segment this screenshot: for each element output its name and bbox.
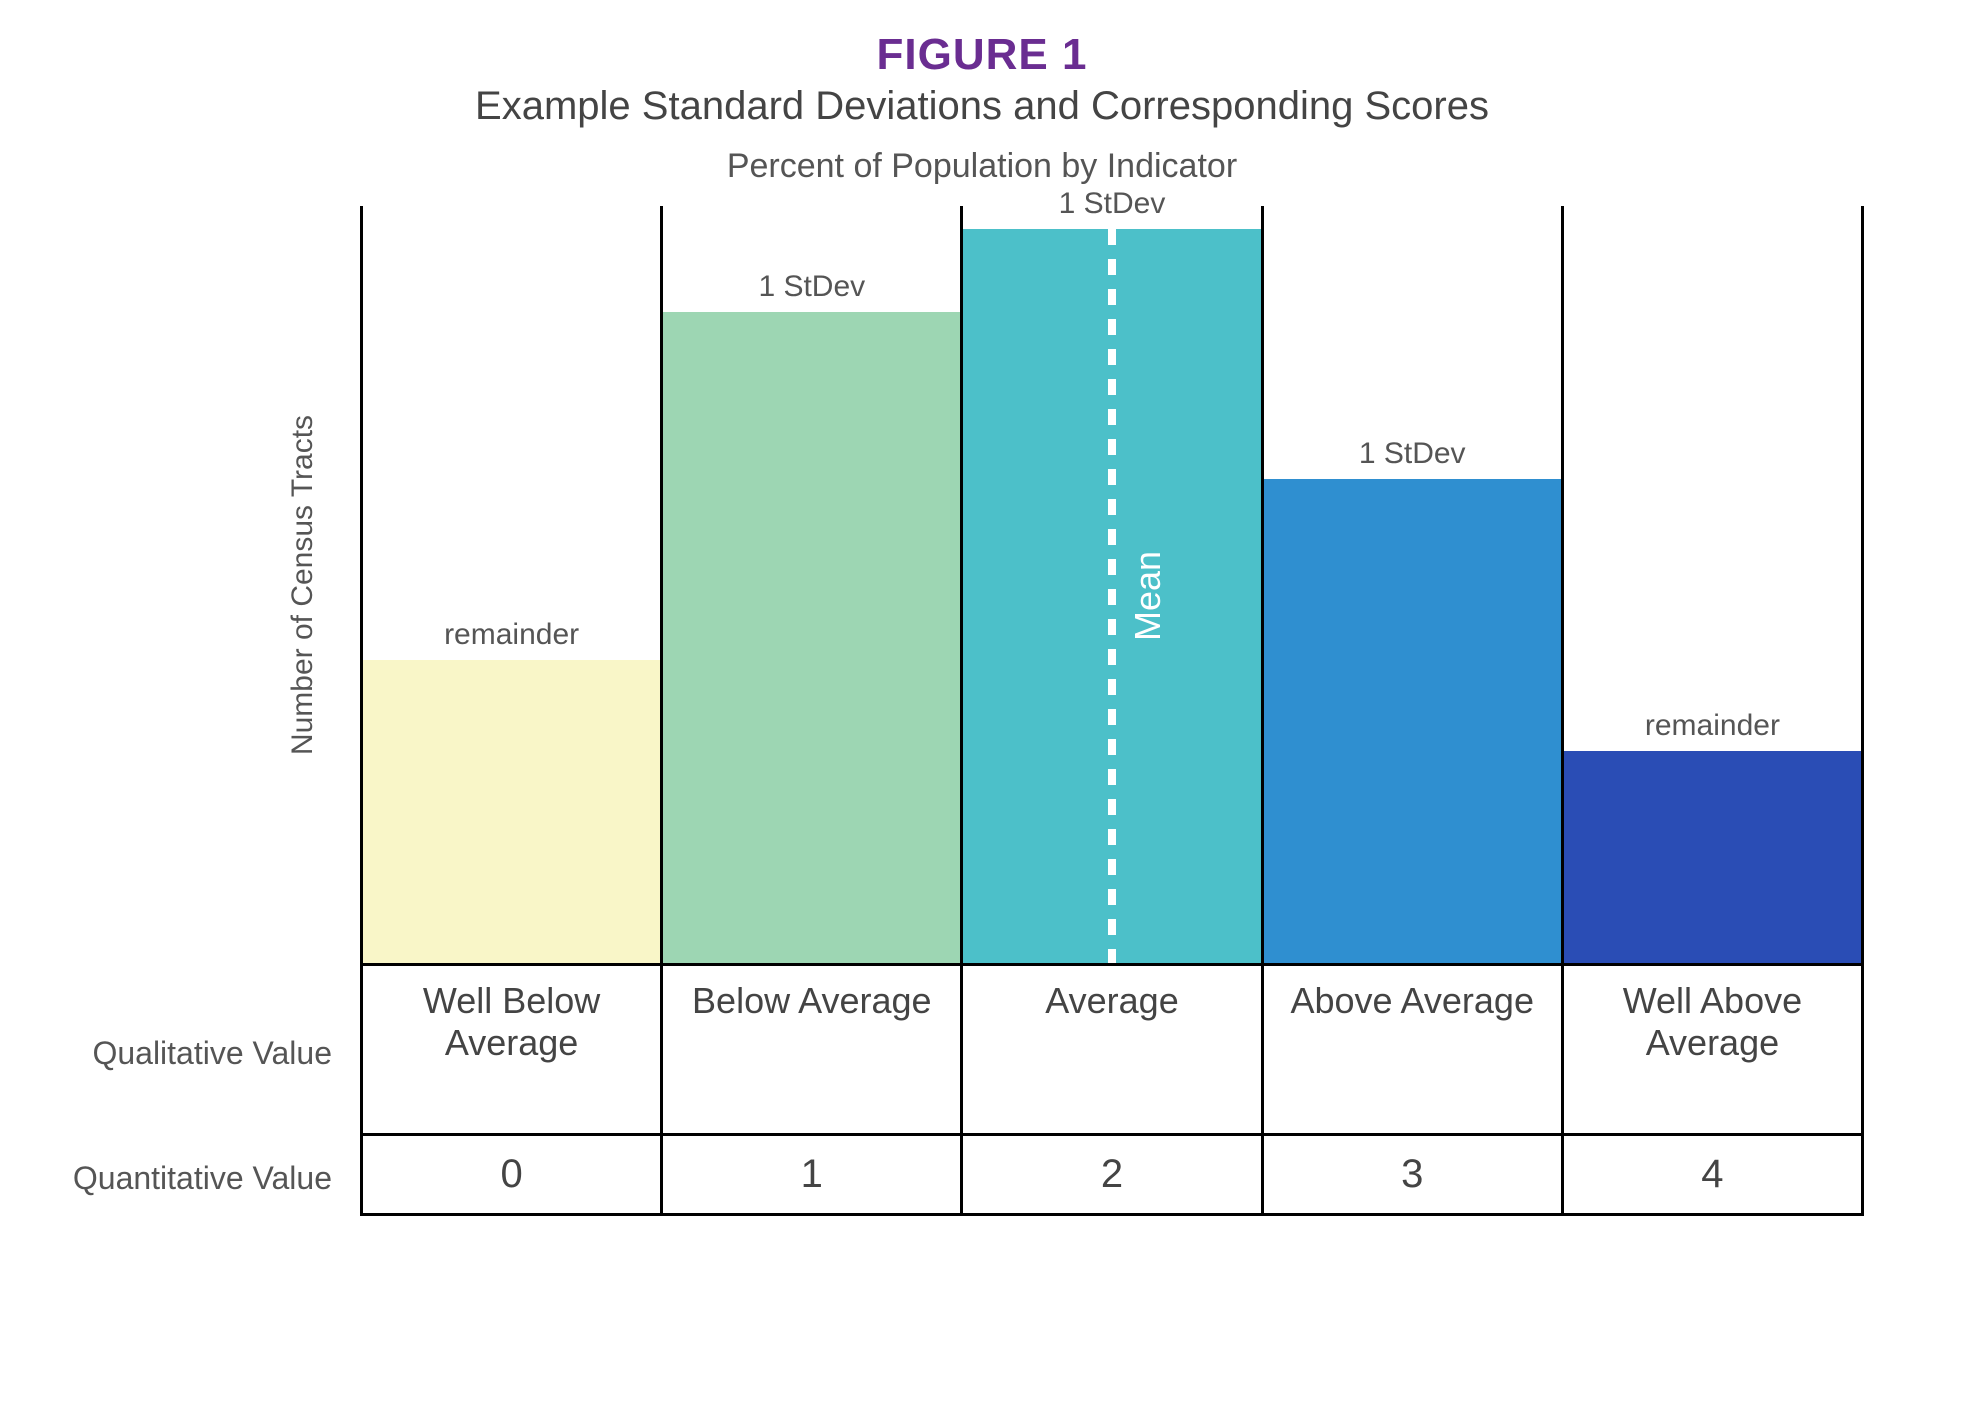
qualitative-row-label: Qualitative Value bbox=[92, 1035, 332, 1072]
bar-top-label-0: remainder bbox=[444, 618, 579, 652]
mean-label: Mean bbox=[1127, 551, 1169, 641]
bar-4: remainder bbox=[1564, 751, 1861, 963]
chart-zone: Number of Census Tracts remainder1 StDev… bbox=[360, 206, 1864, 1216]
quantitative-cell-0: 0 bbox=[363, 1136, 663, 1216]
figure-subtitle: Example Standard Deviations and Correspo… bbox=[60, 84, 1904, 129]
value-rows: Qualitative Value Well Below AverageBelo… bbox=[360, 966, 1864, 1216]
quantitative-cell-4: 4 bbox=[1564, 1136, 1864, 1216]
qualitative-cell-2: Average bbox=[963, 966, 1263, 1136]
qualitative-cell-1: Below Average bbox=[663, 966, 963, 1136]
mean-line bbox=[1108, 229, 1116, 963]
plot-area: Number of Census Tracts remainder1 StDev… bbox=[360, 206, 1864, 966]
bar-3: 1 StDev bbox=[1264, 479, 1561, 963]
figure-number: FIGURE 1 bbox=[60, 30, 1904, 80]
bar-column-2: 1 StDevMean bbox=[963, 206, 1263, 963]
bar-top-label-1: 1 StDev bbox=[758, 270, 865, 304]
figure-container: FIGURE 1 Example Standard Deviations and… bbox=[0, 0, 1964, 1421]
bar-column-0: remainder bbox=[363, 206, 663, 963]
bar-0: remainder bbox=[363, 660, 660, 963]
bar-top-label-2: 1 StDev bbox=[1059, 187, 1166, 221]
chart-top-title: Percent of Population by Indicator bbox=[60, 147, 1904, 186]
bar-column-3: 1 StDev bbox=[1264, 206, 1564, 963]
bar-top-label-3: 1 StDev bbox=[1359, 437, 1466, 471]
qualitative-cell-3: Above Average bbox=[1264, 966, 1564, 1136]
quantitative-row-label: Quantitative Value bbox=[73, 1160, 332, 1197]
bar-column-4: remainder bbox=[1564, 206, 1864, 963]
bar-column-1: 1 StDev bbox=[663, 206, 963, 963]
qualitative-cell-4: Well Above Average bbox=[1564, 966, 1864, 1136]
quantitative-cell-3: 3 bbox=[1264, 1136, 1564, 1216]
quantitative-row: Quantitative Value 01234 bbox=[360, 1136, 1864, 1216]
bar-top-label-4: remainder bbox=[1645, 709, 1780, 743]
y-axis-label: Number of Census Tracts bbox=[286, 414, 320, 754]
qualitative-cell-0: Well Below Average bbox=[363, 966, 663, 1136]
bar-1: 1 StDev bbox=[663, 312, 960, 963]
quantitative-cell-2: 2 bbox=[963, 1136, 1263, 1216]
qualitative-row: Qualitative Value Well Below AverageBelo… bbox=[360, 966, 1864, 1136]
bar-2: 1 StDevMean bbox=[963, 229, 1260, 963]
quantitative-cell-1: 1 bbox=[663, 1136, 963, 1216]
